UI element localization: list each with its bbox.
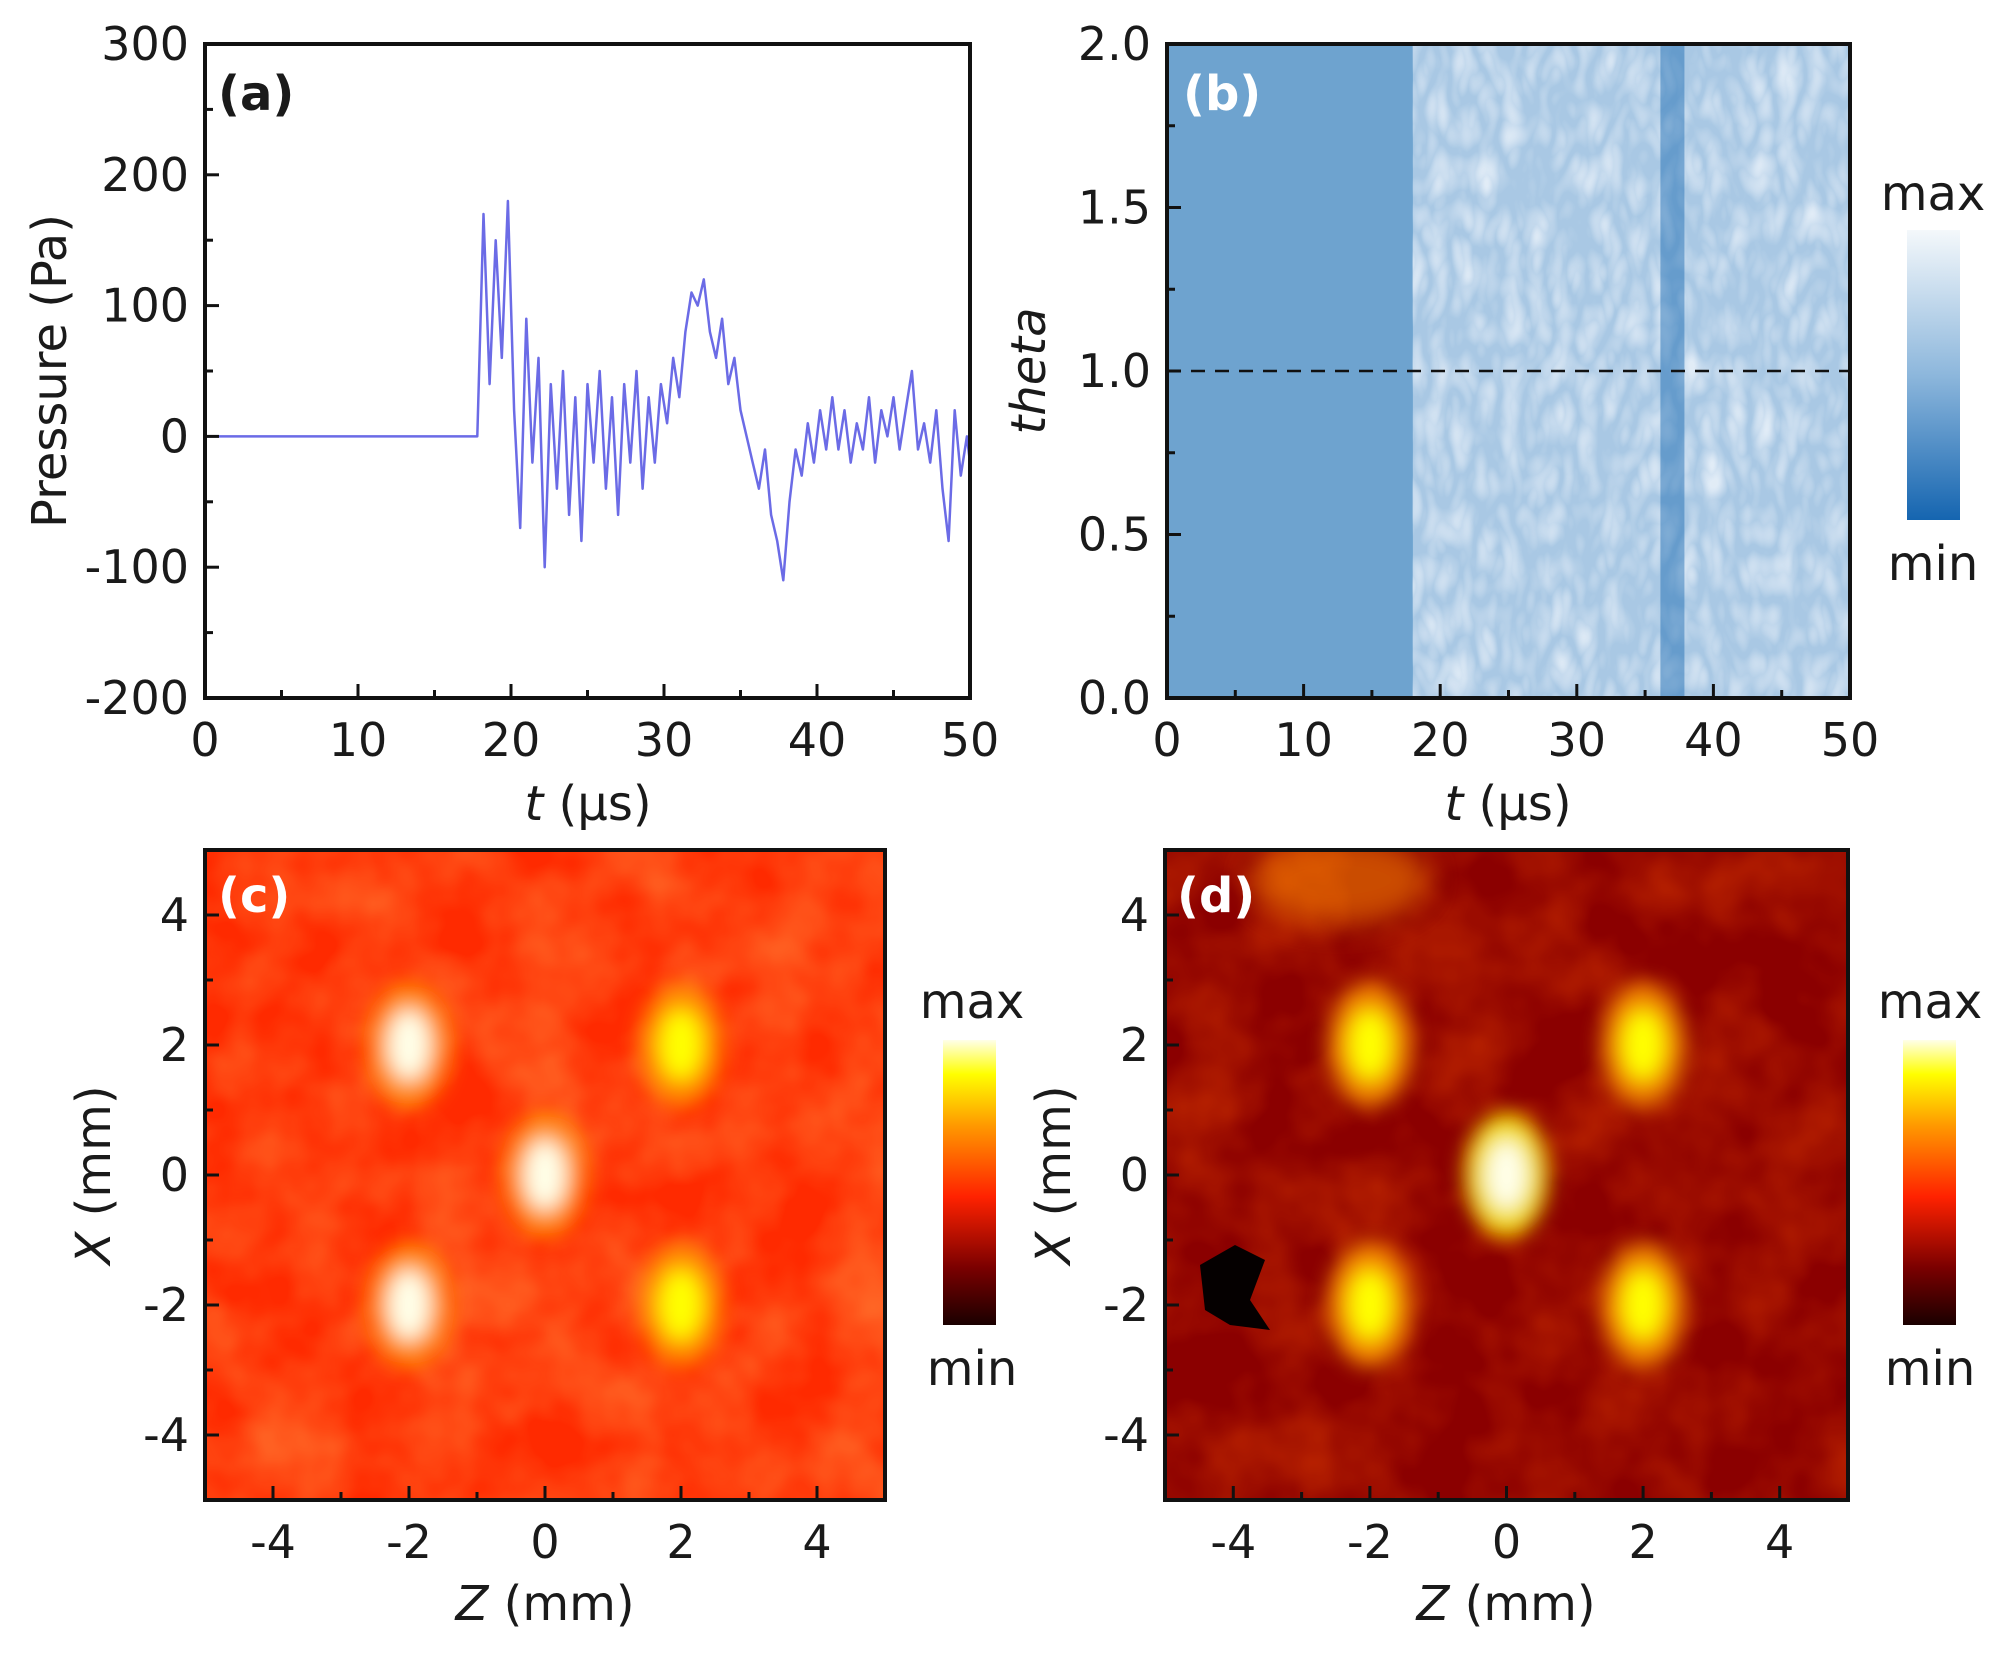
d-xtick-label: 4	[1765, 1515, 1794, 1569]
d-ytick-label: 0	[1120, 1148, 1149, 1202]
c-ytick-label: -4	[143, 1408, 189, 1462]
a-ytick-label: -200	[85, 671, 189, 725]
c-hotspot-core	[387, 1269, 431, 1341]
c-xtick-label: -4	[250, 1515, 296, 1569]
a-ytick-label: 300	[101, 17, 189, 71]
panel-d-label: (d)	[1177, 868, 1255, 924]
b-xtick-label: 10	[1274, 713, 1333, 767]
b-ytick-label: 0.0	[1078, 671, 1151, 725]
b-ytick-label: 1.5	[1078, 181, 1151, 235]
panel-c-ylabel: X (mm)	[66, 1085, 122, 1267]
d-hotspot-core	[1347, 1269, 1392, 1341]
panel-c-colorbar-max: max	[920, 974, 1025, 1030]
a-xtick-label: 20	[482, 713, 541, 767]
a-ytick-label: 0	[160, 409, 189, 463]
panel-b-ylabel: theta	[1001, 307, 1057, 434]
b-ytick-label: 0.5	[1078, 508, 1151, 562]
b-xtick-label: 0	[1152, 713, 1181, 767]
panel-a-line-chart: 0 10 20 30 40 50 -200 -100 0 100 200 300 (a) Pressu…	[22, 17, 999, 832]
panel-c-xlabel-var: Z	[453, 1576, 489, 1632]
a-ytick-label: -100	[85, 540, 189, 594]
panel-b-xlabel-var: t	[1444, 776, 1465, 832]
panel-d-image	[1165, 850, 1848, 1500]
panel-c-colorbar	[943, 1040, 996, 1325]
c-ytick-label: 0	[160, 1148, 189, 1202]
d-xtick-label: 0	[1492, 1515, 1521, 1569]
panel-b-xlabel-unit: (μs)	[1479, 776, 1572, 832]
d-xtick-label: 2	[1628, 1515, 1657, 1569]
c-hotspot-core	[523, 1139, 567, 1211]
panel-a-xlabel-var: t	[524, 776, 545, 832]
c-hotspot-core	[659, 1009, 703, 1081]
d-hotspot-core	[1347, 1009, 1392, 1081]
c-xtick-label: -2	[386, 1515, 432, 1569]
panel-c-xlabel-unit: (mm)	[504, 1576, 635, 1632]
c-xtick-label: 2	[666, 1515, 695, 1569]
panel-c-colorbar-min: min	[927, 1341, 1018, 1397]
panel-d-xlabel-var: Z	[1414, 1576, 1450, 1632]
panel-d-ylabel-unit: (mm)	[1026, 1085, 1082, 1216]
panel-d-ylabel: X (mm)	[1026, 1085, 1082, 1267]
panel-d-colorbar	[1903, 1040, 1956, 1325]
panel-d-ylabel-var: X	[1026, 1231, 1082, 1268]
a-xtick-label: 50	[941, 713, 1000, 767]
panel-c-ylabel-var: X	[66, 1231, 122, 1268]
panel-c-xlabel: Z (mm)	[453, 1576, 634, 1632]
panel-b-colorbar	[1907, 230, 1960, 520]
b-ytick-label: 1.0	[1078, 344, 1151, 398]
d-ytick-label: 2	[1120, 1018, 1149, 1072]
d-hotspot-core	[1484, 1139, 1529, 1211]
d-ytick-label: 4	[1120, 888, 1149, 942]
panel-a-series-line	[205, 199, 970, 582]
d-ytick-label: -2	[1103, 1278, 1149, 1332]
d-hotspot-core	[1621, 1269, 1666, 1341]
panel-b-label: (b)	[1183, 66, 1261, 122]
a-xtick-label: 10	[329, 713, 388, 767]
panel-c-heatmap: -4 -2 0 2 4 -4 -2 0 2 4 (c) X (mm) Z (mm) max min	[66, 848, 1025, 1632]
c-hotspot-core	[659, 1269, 703, 1341]
panel-a-ylabel: Pressure (Pa)	[22, 214, 78, 528]
a-xtick-label: 40	[788, 713, 847, 767]
d-ytick-label: -4	[1103, 1408, 1149, 1462]
b-xtick-label: 30	[1548, 713, 1607, 767]
b-xtick-label: 40	[1684, 713, 1743, 767]
c-ytick-label: 2	[160, 1018, 189, 1072]
b-xtick-label: 50	[1821, 713, 1880, 767]
panel-b-colorbar-min: min	[1888, 536, 1979, 592]
panel-d-heatmap: -4 -2 0 2 4 -4 -2 0 2 4 (d) X (mm) Z (mm) max min	[1026, 848, 1983, 1632]
panel-a-frame	[203, 42, 972, 700]
c-xtick-label: 0	[530, 1515, 559, 1569]
c-xtick-label: 4	[802, 1515, 831, 1569]
c-ytick-label: 4	[160, 888, 189, 942]
d-hotspot-core	[1621, 1009, 1666, 1081]
a-xtick-label: 30	[635, 713, 694, 767]
b-ytick-label: 2.0	[1078, 17, 1151, 71]
a-xtick-label: 0	[190, 713, 219, 767]
d-xtick-label: -4	[1210, 1515, 1256, 1569]
panel-a-label: (a)	[218, 66, 294, 122]
panel-b-heatmap: 0 10 20 30 40 50 0.0 0.5 1.0 1.5 2.0 (b) theta t (…	[1001, 17, 1985, 832]
c-ytick-label: -2	[143, 1278, 189, 1332]
panel-c-ylabel-unit: (mm)	[66, 1085, 122, 1216]
a-ytick-label: 200	[101, 148, 189, 202]
panel-a-xlabel: t (μs)	[524, 776, 651, 832]
panel-d-xlabel-unit: (mm)	[1465, 1576, 1596, 1632]
b-xtick-label: 20	[1411, 713, 1470, 767]
panel-a-xlabel-unit: (μs)	[559, 776, 652, 832]
panel-b-xlabel: t (μs)	[1444, 776, 1571, 832]
c-hotspot-core	[387, 1009, 431, 1081]
panel-b-colorbar-max: max	[1881, 166, 1986, 222]
d-xtick-label: -2	[1347, 1515, 1393, 1569]
panel-c-image	[205, 850, 885, 1500]
panel-d-colorbar-max: max	[1878, 974, 1983, 1030]
panel-d-colorbar-min: min	[1885, 1341, 1976, 1397]
panel-d-xlabel: Z (mm)	[1414, 1576, 1595, 1632]
a-ytick-label: 100	[101, 279, 189, 333]
panel-c-label: (c)	[218, 868, 290, 924]
